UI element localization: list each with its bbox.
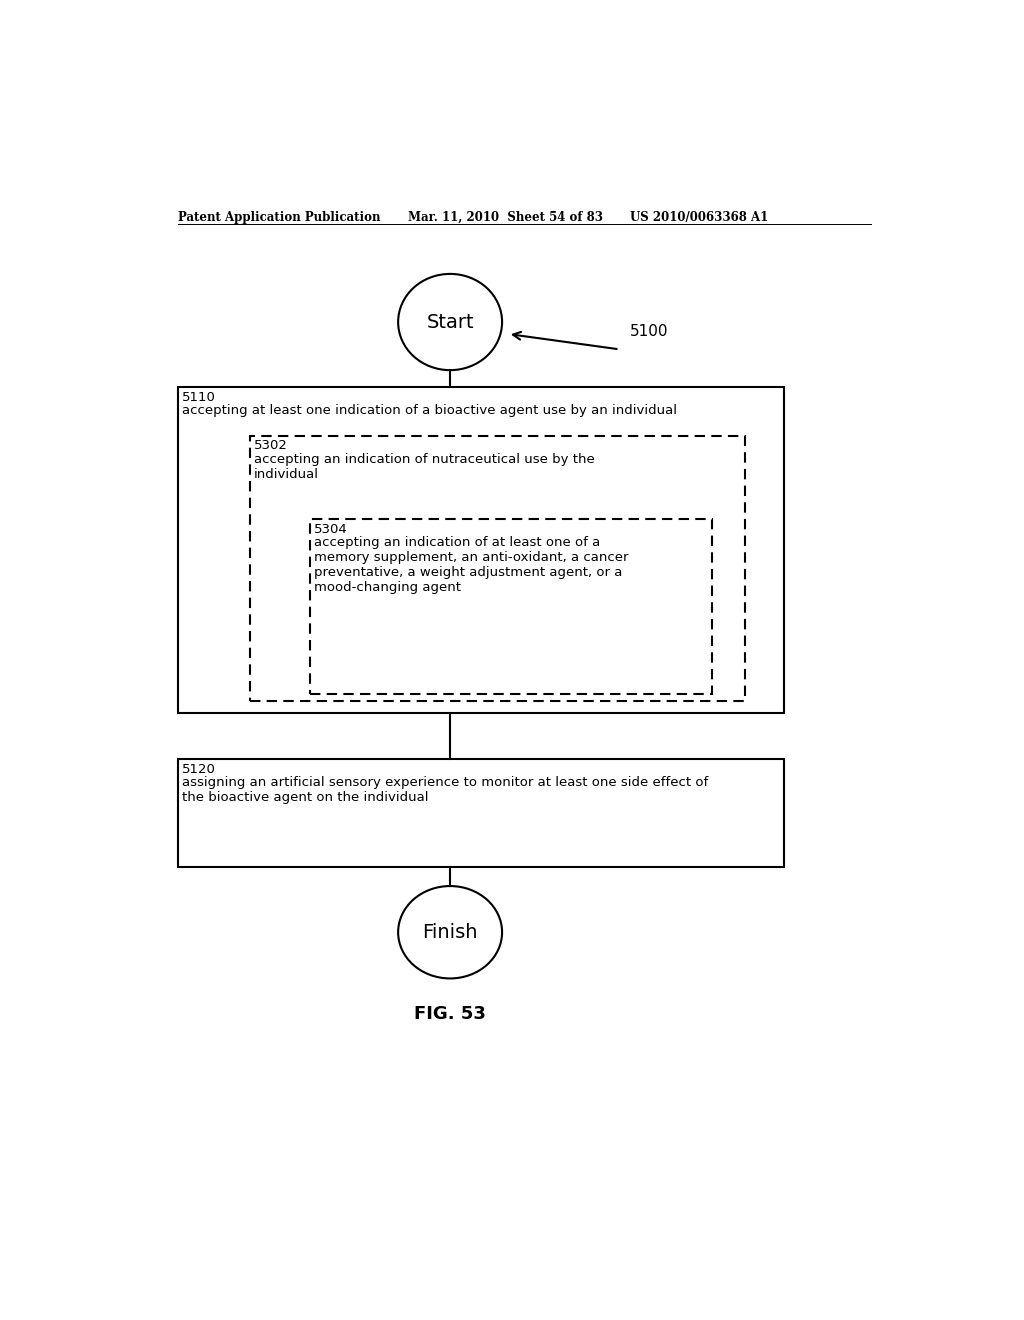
Text: Patent Application Publication: Patent Application Publication [178,211,381,224]
Text: assigning an artificial sensory experience to monitor at least one side effect o: assigning an artificial sensory experien… [182,776,709,804]
Bar [178,387,783,713]
Bar [310,519,712,693]
Text: accepting an indication of nutraceutical use by the
individual: accepting an indication of nutraceutical… [254,453,595,480]
Bar [178,759,783,867]
Text: US 2010/0063368 A1: US 2010/0063368 A1 [630,211,768,224]
Text: 5120: 5120 [182,763,216,776]
Text: Mar. 11, 2010  Sheet 54 of 83: Mar. 11, 2010 Sheet 54 of 83 [408,211,603,224]
Text: 5304: 5304 [313,523,347,536]
Text: accepting at least one indication of a bioactive agent use by an individual: accepting at least one indication of a b… [182,404,677,417]
Text: FIG. 53: FIG. 53 [414,1006,486,1023]
Text: 5302: 5302 [254,440,288,453]
Text: 5110: 5110 [182,391,216,404]
Text: accepting an indication of at least one of a
memory supplement, an anti-oxidant,: accepting an indication of at least one … [313,536,629,594]
Text: Finish: Finish [422,923,478,941]
Text: 5100: 5100 [630,323,668,339]
Text: Start: Start [426,313,474,331]
Bar [250,436,745,701]
